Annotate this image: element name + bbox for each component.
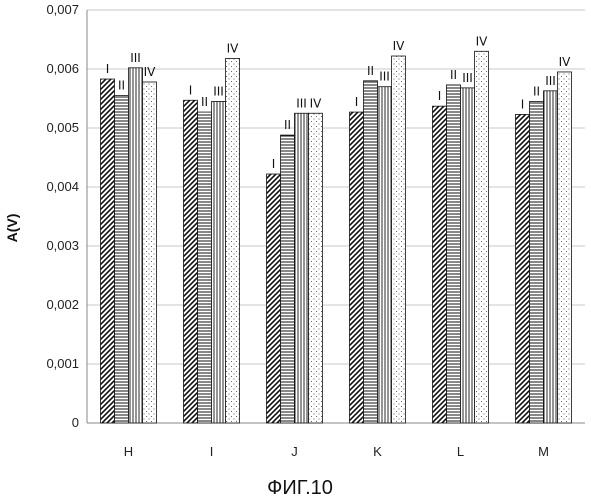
bar-m-iv: [558, 72, 572, 423]
grid: [87, 10, 585, 423]
bar-series-label: II: [533, 84, 540, 98]
bar-m-i: [516, 114, 530, 423]
x-category-label: J: [291, 444, 298, 459]
y-axis-label: A(V): [4, 214, 20, 243]
y-tick-label: 0,002: [46, 297, 79, 312]
bar-h-iii: [129, 68, 143, 423]
bar-l-iv: [475, 51, 489, 423]
bar-series-label: II: [284, 118, 291, 132]
figure-caption: ФИГ.10: [267, 477, 333, 499]
bar-series-label: I: [438, 89, 442, 103]
bar-l-iii: [461, 88, 475, 423]
bar-i-i: [184, 100, 198, 423]
bar-i-ii: [198, 112, 212, 423]
bar-series-label: III: [213, 84, 224, 98]
bar-l-ii: [447, 85, 461, 423]
bar-series-label: IV: [310, 96, 323, 110]
y-axis-ticks: 0 0,001 0,002 0,003 0,004 0,005 0,006 0,007: [46, 2, 79, 430]
bar-h-i: [101, 79, 115, 423]
x-category-label: M: [538, 444, 549, 459]
bar-series-label: III: [296, 96, 307, 110]
bar-j-iv: [309, 113, 323, 423]
bar-l-i: [433, 106, 447, 423]
bar-series-label: II: [118, 79, 125, 93]
y-tick-label: 0: [72, 415, 79, 430]
bar-series-label: IV: [144, 65, 157, 79]
bar-series-label: III: [462, 71, 473, 85]
bar-j-iii: [295, 113, 309, 423]
y-tick-label: 0,005: [46, 120, 79, 135]
x-category-label: L: [457, 444, 464, 459]
x-category-label: H: [124, 444, 133, 459]
bar-i-iv: [226, 58, 240, 423]
x-category-label: K: [373, 444, 382, 459]
bar-m-iii: [544, 91, 558, 423]
y-tick-label: 0,006: [46, 61, 79, 76]
bar-k-ii: [364, 81, 378, 423]
bar-h-ii: [115, 96, 129, 423]
y-tick-label: 0,003: [46, 238, 79, 253]
bar-series-label: IV: [559, 55, 572, 69]
bar-series-label: III: [545, 74, 556, 88]
bar-series-label: II: [450, 68, 457, 82]
bar-series-label: II: [367, 64, 374, 78]
bar-h-iv: [143, 82, 157, 423]
bar-k-iv: [392, 56, 406, 423]
bar-m-ii: [530, 101, 544, 423]
bars: [101, 51, 572, 423]
bar-series-label: I: [272, 157, 276, 171]
bar-series-label: III: [379, 70, 390, 84]
bar-series-label: I: [355, 95, 359, 109]
bar-series-label: I: [521, 97, 525, 111]
bar-series-label: IV: [227, 41, 240, 55]
x-axis-categories: H I J K L M: [124, 444, 549, 459]
y-tick-label: 0,001: [46, 356, 79, 371]
bar-i-iii: [212, 101, 226, 423]
y-tick-label: 0,004: [46, 179, 79, 194]
bar-labels: IIIIIIIVIIIIIIIVIIIIIIIVIIIIIIIVIIIIIIIV…: [106, 34, 571, 171]
bar-j-i: [267, 174, 281, 423]
bar-k-i: [350, 112, 364, 423]
x-category-label: I: [210, 444, 214, 459]
y-tick-label: 0,007: [46, 2, 79, 17]
bar-j-ii: [281, 135, 295, 423]
bar-series-label: IV: [476, 34, 489, 48]
bar-series-label: III: [130, 51, 141, 65]
bar-series-label: IV: [393, 39, 406, 53]
bar-series-label: I: [106, 62, 110, 76]
bar-series-label: II: [201, 95, 208, 109]
bar-k-iii: [378, 87, 392, 423]
bar-series-label: I: [189, 83, 193, 97]
